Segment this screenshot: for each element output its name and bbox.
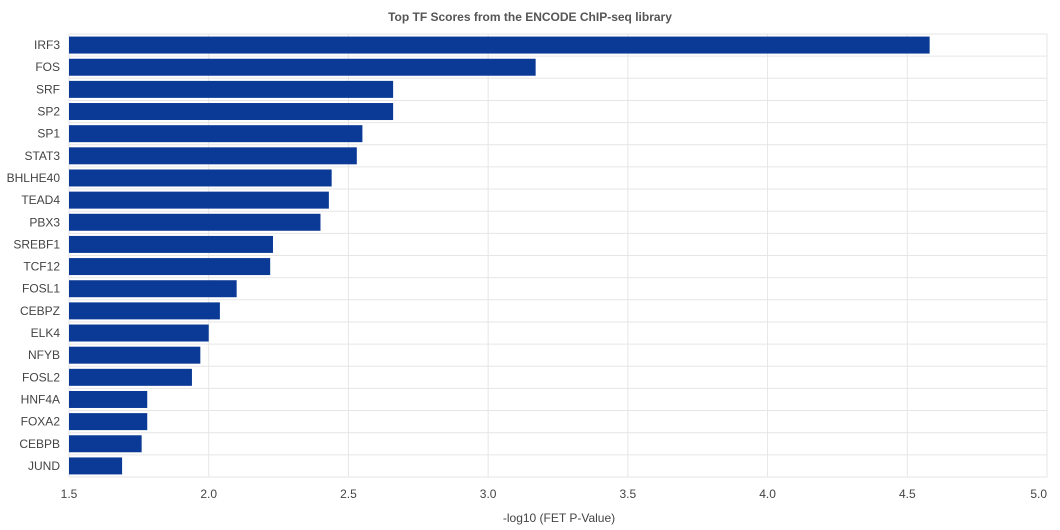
category-label: SRF [36, 82, 60, 96]
bar[interactable] [69, 280, 237, 298]
category-label: CEBPZ [20, 304, 60, 318]
bar[interactable] [69, 147, 357, 165]
x-tick-label: 2.5 [340, 487, 357, 501]
x-tick-label: 1.5 [61, 487, 78, 501]
bar[interactable] [69, 435, 142, 453]
category-label: ELK4 [31, 326, 61, 340]
bar[interactable] [69, 258, 271, 276]
category-label: NFYB [28, 348, 60, 362]
bar[interactable] [69, 213, 321, 231]
category-label: BHLHE40 [7, 171, 61, 185]
bar[interactable] [69, 457, 123, 475]
x-tick-label: 3.5 [620, 487, 637, 501]
x-tick-label: 3.0 [480, 487, 497, 501]
category-label: FOS [35, 60, 60, 74]
category-label: FOXA2 [21, 415, 61, 429]
bar[interactable] [69, 413, 148, 431]
category-label: FOSL2 [22, 370, 60, 384]
bars [69, 36, 930, 475]
bar[interactable] [69, 324, 209, 342]
bar[interactable] [69, 191, 329, 209]
category-label: TCF12 [23, 260, 60, 274]
bar[interactable] [69, 58, 536, 76]
category-label: JUND [28, 459, 60, 473]
chart-title: Top TF Scores from the ENCODE ChIP-seq l… [388, 10, 672, 24]
bar[interactable] [69, 302, 220, 320]
x-tick-label: 5.0 [1030, 487, 1047, 501]
x-tick-label: 4.0 [759, 487, 776, 501]
category-label: IRF3 [34, 38, 60, 52]
bar[interactable] [69, 368, 192, 386]
category-label: SP2 [37, 105, 60, 119]
category-label: SREBF1 [13, 237, 60, 251]
category-label: FOSL1 [22, 282, 60, 296]
x-tick-label: 2.0 [200, 487, 217, 501]
bar[interactable] [69, 125, 363, 143]
bar[interactable] [69, 346, 201, 364]
category-label: TEAD4 [21, 193, 60, 207]
category-label: PBX3 [29, 215, 60, 229]
category-label: CEBPB [19, 437, 60, 451]
bar[interactable] [69, 80, 394, 98]
x-axis-label: -log10 (FET P-Value) [503, 511, 615, 525]
category-label: SP1 [37, 127, 60, 141]
bar[interactable] [69, 36, 930, 54]
bar[interactable] [69, 169, 332, 187]
x-tick-labels: 1.5 2.0 2.5 3.0 3.5 4.0 4.5 5.0 [61, 487, 1048, 501]
grid-lines [68, 33, 1048, 478]
x-tick-label: 4.5 [899, 487, 916, 501]
bar[interactable] [69, 390, 148, 408]
category-label: HNF4A [21, 392, 60, 406]
category-labels: IRF3 FOS SRF SP2 SP1 STAT3 BHLHE40 TEAD4 PBX3 SRE… [7, 38, 61, 473]
bar[interactable] [69, 235, 273, 253]
category-label: STAT3 [24, 149, 60, 163]
bar[interactable] [69, 103, 394, 121]
